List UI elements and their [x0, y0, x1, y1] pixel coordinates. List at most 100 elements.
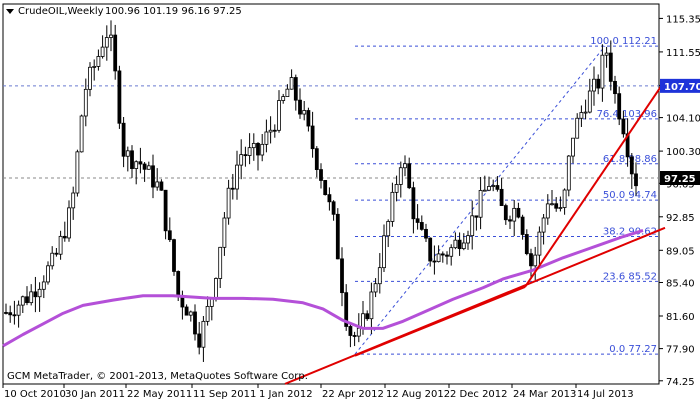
price-badge — [660, 78, 700, 93]
candle-body — [16, 304, 21, 316]
candle-body — [621, 118, 626, 135]
candle-body — [461, 242, 466, 250]
candle-body — [193, 311, 197, 335]
candle-body — [67, 207, 71, 239]
candle-body — [29, 291, 34, 304]
fib-level-label: 50.0 94.74 — [603, 190, 657, 201]
candle-body — [550, 203, 554, 206]
candle-body — [394, 184, 399, 193]
candle-body — [79, 115, 84, 153]
y-tick-label: 74.25 — [666, 377, 695, 388]
trendline[interactable] — [524, 80, 666, 288]
candle-body — [583, 111, 588, 114]
candle-body — [214, 278, 218, 299]
candle-body — [478, 190, 483, 218]
candle-body — [453, 239, 458, 249]
fib-level-label: 23.6 85.52 — [603, 271, 657, 282]
candle-body — [176, 271, 181, 296]
candle-body — [54, 252, 59, 255]
candle-body — [272, 129, 277, 132]
fib-level-label: 76.4 103.96 — [597, 109, 657, 120]
candle-body — [197, 333, 202, 348]
candle-body — [596, 78, 601, 89]
candle-body — [104, 37, 109, 48]
candle-body — [251, 142, 256, 149]
candle-body — [218, 246, 223, 279]
x-tick-label: 12 Aug 2012 — [386, 389, 450, 400]
x-tick-label: 22 Apr 2012 — [322, 389, 384, 400]
candle-body — [365, 313, 370, 320]
candle-body — [92, 66, 97, 68]
candle-body — [117, 70, 122, 124]
candle-body — [100, 46, 105, 57]
candle-body — [243, 154, 248, 157]
candle-body — [529, 253, 533, 267]
candle-body — [277, 100, 281, 131]
candlesticks — [4, 20, 638, 362]
candle-body — [159, 181, 164, 191]
candle-body — [604, 52, 609, 56]
x-tick-label: 14 Jul 2013 — [577, 389, 634, 400]
candle-body — [554, 203, 559, 209]
candle-body — [600, 54, 605, 89]
candle-body — [382, 235, 386, 269]
candle-body — [327, 194, 332, 203]
candle-body — [516, 207, 521, 218]
candle-body — [146, 165, 151, 170]
candle-body — [386, 221, 391, 237]
candle-body — [268, 129, 273, 133]
candle-body — [398, 167, 403, 185]
dashed-price-levels — [3, 85, 659, 179]
candle-body — [491, 185, 496, 187]
candle-body — [302, 110, 307, 115]
candle-body — [289, 77, 294, 90]
time-axis: 10 Oct 2010 30 Jan 2011 22 May 2011 11 Sep … — [2, 384, 634, 400]
candle-body — [226, 187, 231, 219]
candle-body — [390, 191, 395, 222]
candle-body — [432, 260, 437, 263]
candle-body — [293, 77, 298, 101]
candle-body — [298, 99, 302, 115]
candle-body — [403, 163, 407, 169]
candle-body — [566, 155, 571, 191]
candle-body — [499, 188, 504, 206]
candle-body — [613, 80, 617, 95]
ohlc-values: 100.96 101.19 96.16 97.25 — [105, 6, 242, 17]
candle-body — [37, 288, 42, 298]
y-tick-label: 115.35 — [666, 14, 700, 25]
trendline[interactable] — [284, 226, 666, 385]
candle-body — [75, 151, 80, 194]
candle-body — [587, 90, 592, 113]
candle-body — [256, 142, 260, 156]
candle-body — [239, 154, 244, 166]
candle-body — [634, 173, 638, 187]
candle-body — [411, 187, 416, 220]
triangle-down-icon[interactable] — [6, 9, 14, 14]
y-tick-label: 92.85 — [666, 213, 695, 224]
candle-body — [361, 313, 365, 329]
candle-body — [310, 125, 315, 150]
candle-body — [323, 180, 328, 196]
candle-body — [281, 96, 286, 101]
moving-average-line — [2, 229, 644, 348]
x-tick-label: 10 Oct 2010 — [4, 389, 66, 400]
x-tick-label: 24 Mar 2013 — [513, 389, 576, 400]
candle-body — [541, 217, 546, 233]
price-axis: 115.35111.55107.75104.10100.3096.6592.85… — [659, 14, 700, 388]
trendlines[interactable] — [284, 80, 666, 385]
candle-body — [592, 78, 596, 92]
candle-body — [470, 215, 475, 237]
trendline[interactable] — [354, 285, 526, 357]
candle-body — [440, 253, 445, 256]
candle-body — [457, 239, 462, 250]
price-badge — [660, 170, 700, 185]
x-tick-label: 22 May 2011 — [127, 389, 192, 400]
candle-body — [348, 326, 353, 336]
candle-body — [445, 254, 449, 257]
candle-body — [617, 93, 622, 120]
candle-body — [306, 110, 311, 127]
candle-body — [12, 314, 17, 317]
